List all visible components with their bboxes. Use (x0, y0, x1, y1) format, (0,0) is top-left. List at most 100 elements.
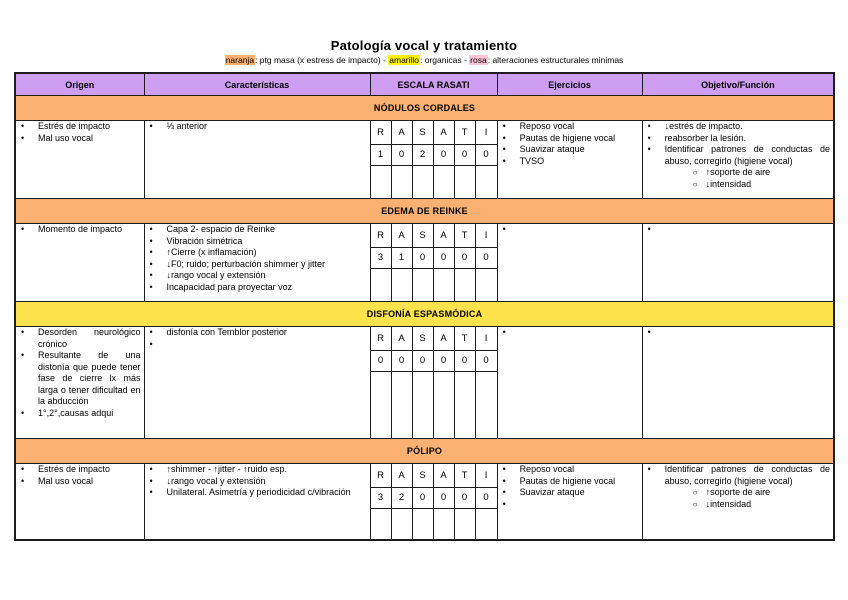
rasati-value: 0 (433, 351, 454, 372)
sub-list-item-text: ↑soporte de aire (705, 167, 771, 178)
bullet-icon: • (647, 121, 651, 131)
list-item: • Pautas de higiene vocal (498, 476, 642, 488)
list-item: • Pautas de higiene vocal (498, 133, 642, 145)
rasati-value: 0 (454, 488, 475, 509)
list-item: • disfonía con Temblor posterior (145, 327, 370, 339)
rasati-letter: A (391, 224, 412, 248)
rasati-letter: T (454, 327, 475, 351)
rasati-letter: S (412, 327, 433, 351)
list-item-text: Unilateral. Asimetría y periodicidad c/v… (166, 487, 351, 498)
list-item-text: Pautas de higiene vocal (519, 132, 616, 143)
table-body: NÓDULOS CORDALES • Estrés de impacto • Mal u… (14, 95, 835, 540)
column-header-escala-rasati: ESCALA RASATI (369, 72, 498, 96)
list-item-text: ↓estrés de impacto. (664, 121, 743, 131)
list-item: • Incapacidad para proyectar voz (145, 282, 370, 294)
section-band-label: NÓDULOS CORDALES (14, 95, 835, 121)
list-item: • Mal uso vocal (16, 133, 144, 145)
column-header-caracteristicas: Características (143, 72, 371, 96)
list-item-text (167, 339, 370, 351)
sub-list-item-text: ↓intensidad (705, 498, 752, 509)
list-item: • Estrés de impacto (16, 121, 144, 133)
list-item-text: reabsorber la lesión. (664, 132, 747, 143)
list-item-text: TVSO (519, 155, 545, 166)
bullet-icon: • (149, 235, 153, 246)
list-item: • Unilateral. Asimetría y periodicidad c/… (145, 487, 370, 499)
rasati-value: 3 (370, 248, 391, 269)
objetivo-cell: • ↓estrés de impacto. • reabsorber la lesió… (641, 120, 835, 199)
rasati-letter: T (454, 464, 475, 488)
list-item-text: Pautas de higiene vocal (519, 475, 616, 486)
bullet-icon: • (502, 327, 506, 337)
list-item: • (498, 224, 642, 236)
section-band-row: DISFONÍA ESPASMÓDICA (14, 301, 835, 327)
rasati-value: 0 (370, 351, 391, 372)
bullet-icon: • (502, 224, 506, 234)
list-item-text (665, 224, 834, 236)
section-band-label: EDEMA DE REINKE (14, 198, 835, 224)
page-title: Patología vocal y tratamiento (330, 38, 518, 53)
bullet-icon: • (149, 121, 153, 131)
section-data-row: • Momento de impacto • Capa 2- espacio de R… (14, 223, 835, 302)
caracteristicas-cell: • ⅓ anterior (143, 120, 371, 199)
rasati-value: 0 (475, 488, 497, 509)
list-item-text: Reposo vocal (519, 464, 575, 474)
rasati-letter: A (433, 464, 454, 488)
section-band-row: EDEMA DE REINKE (14, 198, 835, 224)
list-item-text: Identificar patrones de conductas de abu… (664, 144, 831, 166)
objetivo-cell: • (641, 223, 835, 302)
list-item-text: Suavizar ataque (519, 487, 585, 498)
sub-list-item: ○ ↑soporte de aire (693, 487, 834, 499)
origen-cell: • Desorden neurológico crónico • Resultante… (14, 326, 145, 439)
list-item-text: Mal uso vocal (38, 132, 94, 143)
bullet-icon: • (21, 224, 25, 234)
column-header-origen: Origen (14, 72, 145, 96)
rasati-letter: A (433, 224, 454, 248)
rasati-letter: A (391, 121, 412, 145)
bullet-icon: • (21, 475, 25, 486)
origen-cell: • Estrés de impacto • Mal uso vocal (14, 463, 145, 540)
bullet-icon: • (149, 475, 153, 486)
rasati-value: 0 (433, 488, 454, 509)
bullet-icon: • (21, 407, 25, 418)
list-item: • (145, 339, 370, 351)
rasati-letter: A (391, 464, 412, 488)
rasati-value: 0 (475, 145, 497, 166)
bullet-icon: • (149, 270, 153, 281)
bullet-icon: • (21, 350, 25, 361)
rasati-value: 0 (412, 351, 433, 372)
circle-bullet-icon: ○ (692, 499, 698, 509)
list-item-text: Identificar patrones de conductas de abu… (664, 464, 831, 486)
legend-amarillo-highlight: amarillo (388, 55, 421, 65)
list-item-text (520, 327, 642, 339)
list-item-text: Estrés de impacto (38, 121, 111, 131)
section-data-row: • Estrés de impacto • Mal uso vocal • ⅓ anter… (14, 120, 835, 199)
bullet-icon: • (21, 132, 25, 143)
bullet-icon: • (502, 132, 506, 143)
rasati-letter: S (412, 224, 433, 248)
list-item-text: ↓rango vocal y extensión (166, 270, 266, 281)
list-item-text: Resultante de una distonía que puede ten… (38, 350, 141, 407)
list-item-text: ↑shimmer - ↑jitter - ↑ruido esp. (166, 464, 288, 474)
list-item: • (643, 224, 834, 236)
rasati-letter: A (391, 327, 412, 351)
rasati-letter: R (370, 327, 391, 351)
list-item: • 1°,2°,causas adqui (16, 408, 144, 420)
bullet-icon: • (149, 247, 153, 258)
sub-list-item: ○ ↓intensidad (693, 179, 834, 191)
list-item: • Mal uso vocal (16, 476, 144, 488)
circle-bullet-icon: ○ (692, 168, 698, 178)
list-item: • ↑shimmer - ↑jitter - ↑ruido esp. (145, 464, 370, 476)
list-item: • Reposo vocal (498, 121, 642, 133)
rasati-letter: I (475, 464, 497, 488)
rasati-value: 1 (370, 145, 391, 166)
bullet-icon: • (149, 487, 153, 498)
list-item-text: Suavizar ataque (519, 144, 585, 155)
bullet-icon: • (149, 338, 153, 349)
section-band-label: DISFONÍA ESPASMÓDICA (14, 301, 835, 327)
caracteristicas-cell: • disfonía con Temblor posterior • (143, 326, 371, 439)
caracteristicas-cell: • ↑shimmer - ↑jitter - ↑ruido esp. • ↓rango… (143, 463, 371, 540)
